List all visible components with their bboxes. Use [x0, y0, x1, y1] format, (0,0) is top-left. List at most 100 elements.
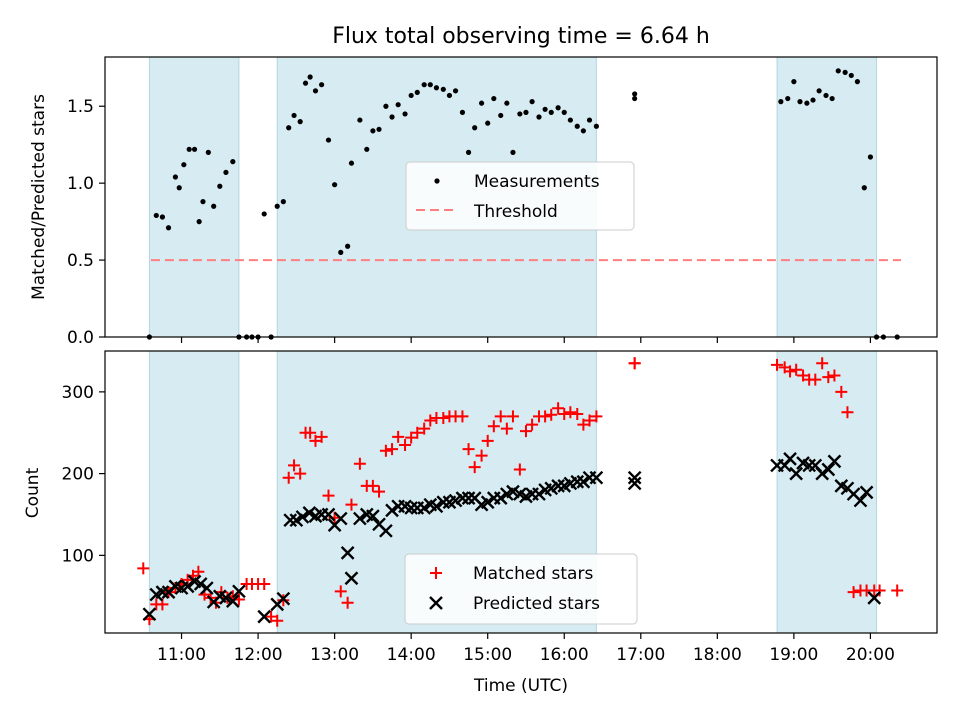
measurement-point [842, 69, 848, 75]
measurement-point [395, 102, 401, 108]
x-tick-label: 17:00 [616, 645, 665, 665]
measurement-point [223, 169, 229, 175]
predicted-star-point [283, 513, 298, 528]
matched-star-point [526, 418, 539, 431]
predicted-star-point [333, 511, 348, 526]
legend-predicted-label: Predicted stars [473, 594, 600, 614]
matched-star-point [137, 562, 150, 575]
y-tick-label: 0.0 [67, 328, 94, 348]
measurement-point [810, 97, 816, 103]
predicted-star-point [551, 479, 565, 493]
measurement-point [307, 74, 313, 80]
predicted-star-point [225, 594, 240, 608]
measurement-point [176, 185, 182, 191]
measurement-point [867, 154, 874, 160]
measurement-point [542, 106, 548, 112]
top-axes-frame [104, 56, 938, 338]
matched-star-point [309, 434, 322, 447]
top-legend-box [405, 161, 635, 231]
matched-star-point [558, 407, 571, 420]
matched-star-point [265, 610, 278, 623]
matched-star-point [462, 443, 475, 456]
matched-star-point [816, 357, 829, 370]
measurement-point [529, 99, 535, 105]
matched-star-point [847, 586, 860, 599]
legend-measurements-label: Measurements [474, 172, 600, 192]
matched-star-point [288, 459, 301, 472]
measurement-point [302, 80, 309, 86]
matched-star-point [771, 358, 784, 371]
matched-star-point [481, 434, 494, 447]
measurement-point [364, 146, 370, 152]
predicted-star-point [295, 510, 310, 524]
matched-star-point [494, 410, 507, 423]
predicted-star-point [436, 495, 451, 510]
predicted-star-point [404, 501, 419, 515]
measurement-point [491, 95, 497, 102]
matched-star-point [418, 422, 431, 435]
measurement-point [345, 243, 351, 249]
measurement-point [536, 114, 542, 120]
predicted-star-point [429, 499, 444, 514]
matched-star-point [828, 369, 841, 382]
measurement-point [797, 99, 803, 105]
measurement-point [274, 203, 280, 209]
measurement-point [261, 211, 267, 217]
measurement-point [312, 88, 319, 94]
y-tick-label: 0.5 [67, 251, 94, 271]
matched-star-point [456, 410, 469, 423]
matched-star-point [353, 457, 366, 470]
matched-star-point [487, 420, 500, 433]
x-tick-label: 12:00 [234, 645, 283, 665]
predicted-star-point [589, 470, 604, 485]
legend-measurements-marker [434, 178, 440, 184]
predicted-star-point [142, 607, 157, 622]
predicted-star-point [180, 579, 195, 594]
matched-star-point [545, 408, 558, 421]
y-tick-label: 1.5 [67, 97, 94, 117]
measurement-point [791, 79, 797, 85]
measurement-point [196, 219, 202, 225]
measurement-point [778, 99, 784, 105]
measurement-point [816, 88, 822, 94]
matched-star-point [519, 425, 532, 438]
measurement-point [280, 199, 286, 205]
bottom-legend: Matched stars Predicted stars [404, 553, 638, 625]
measurement-point [297, 119, 303, 125]
matched-star-point [571, 407, 584, 420]
measurement-point [823, 92, 829, 99]
measurement-point [191, 146, 198, 152]
measurement-point [574, 123, 580, 129]
measurement-point [370, 128, 376, 134]
measurement-point [402, 111, 408, 117]
top-legend: Measurements Threshold [405, 161, 635, 231]
measurement-point [446, 92, 453, 99]
measurement-point [376, 126, 382, 132]
bottom-axes-frame [104, 350, 938, 634]
predicted-star-point [783, 452, 797, 466]
legend-matched-label: Matched stars [473, 564, 593, 584]
measurement-point [211, 203, 217, 209]
measurement-point [186, 146, 192, 152]
measurement-points [146, 68, 900, 340]
measurement-point [465, 149, 472, 155]
predicted-star-point [802, 458, 817, 473]
predicted-star-point [379, 523, 393, 538]
measurement-point [172, 174, 179, 180]
y-tick-label: 100 [62, 546, 94, 566]
x-tick-label: 14:00 [387, 645, 436, 665]
matched-star-point [513, 463, 526, 476]
measurement-point [452, 88, 459, 94]
matched-star-point [539, 410, 552, 423]
predicted-star-point [480, 495, 495, 510]
measurement-point [325, 137, 332, 143]
measurement-point [785, 95, 791, 102]
measurement-point [205, 149, 211, 155]
predicted-star-point [199, 581, 214, 595]
matched-star-point [577, 418, 590, 431]
legend-threshold-label: Threshold [473, 202, 558, 222]
matched-star-point [392, 430, 405, 443]
matched-star-point [379, 444, 392, 457]
predicted-star-point [576, 474, 591, 489]
